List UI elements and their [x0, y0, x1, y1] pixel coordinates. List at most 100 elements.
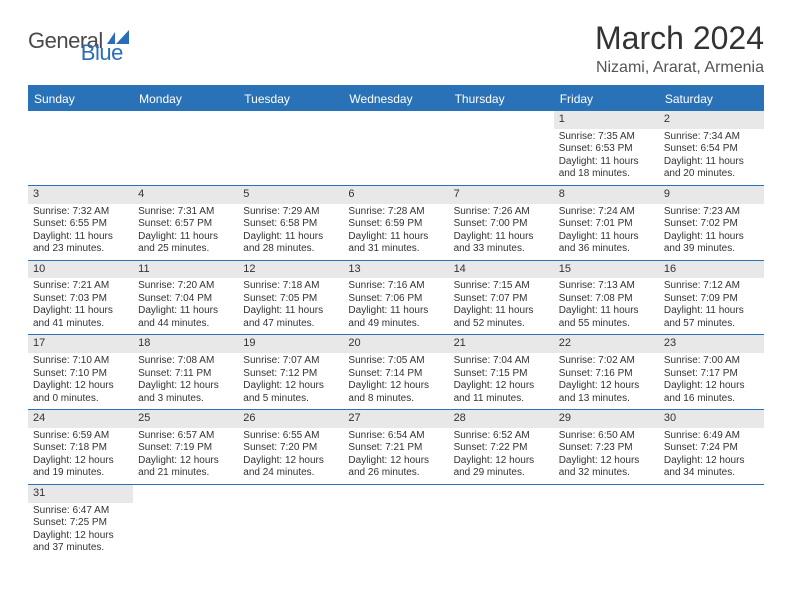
sunrise-text: Sunrise: 7:26 AM — [454, 206, 549, 219]
daylight-text: Daylight: 12 hours and 13 minutes. — [559, 380, 654, 405]
daylight-text: Daylight: 11 hours and 44 minutes. — [138, 305, 233, 330]
sunset-text: Sunset: 6:59 PM — [348, 218, 443, 231]
day-number: 4 — [133, 186, 238, 204]
calendar-week: 3Sunrise: 7:32 AMSunset: 6:55 PMDaylight… — [28, 186, 764, 261]
sunrise-text: Sunrise: 6:55 AM — [243, 430, 338, 443]
day-number: 30 — [659, 410, 764, 428]
daylight-text: Daylight: 11 hours and 36 minutes. — [559, 231, 654, 256]
sunrise-text: Sunrise: 7:16 AM — [348, 280, 443, 293]
daylight-text: Daylight: 12 hours and 24 minutes. — [243, 455, 338, 480]
sunrise-text: Sunrise: 6:49 AM — [664, 430, 759, 443]
calendar-cell: 24Sunrise: 6:59 AMSunset: 7:18 PMDayligh… — [28, 410, 133, 484]
sunset-text: Sunset: 7:22 PM — [454, 442, 549, 455]
sunset-text: Sunset: 7:21 PM — [348, 442, 443, 455]
calendar-cell: 25Sunrise: 6:57 AMSunset: 7:19 PMDayligh… — [133, 410, 238, 484]
sunset-text: Sunset: 7:20 PM — [243, 442, 338, 455]
sunset-text: Sunset: 7:00 PM — [454, 218, 549, 231]
calendar-cell: 9Sunrise: 7:23 AMSunset: 7:02 PMDaylight… — [659, 186, 764, 260]
day-number: 17 — [28, 335, 133, 353]
daylight-text: Daylight: 11 hours and 41 minutes. — [33, 305, 128, 330]
day-number: 16 — [659, 261, 764, 279]
cell-body: Sunrise: 7:24 AMSunset: 7:01 PMDaylight:… — [554, 204, 659, 260]
sunset-text: Sunset: 7:04 PM — [138, 293, 233, 306]
sunset-text: Sunset: 7:24 PM — [664, 442, 759, 455]
sunset-text: Sunset: 7:15 PM — [454, 368, 549, 381]
daylight-text: Daylight: 12 hours and 16 minutes. — [664, 380, 759, 405]
calendar-cell-empty — [449, 485, 554, 559]
calendar-cell-empty — [28, 111, 133, 185]
sunrise-text: Sunrise: 7:10 AM — [33, 355, 128, 368]
cell-body: Sunrise: 6:50 AMSunset: 7:23 PMDaylight:… — [554, 428, 659, 484]
sunset-text: Sunset: 7:18 PM — [33, 442, 128, 455]
sunset-text: Sunset: 7:03 PM — [33, 293, 128, 306]
calendar-cell: 26 Sunrise: 6:55 AMSunset: 7:20 PMDayligh… — [238, 410, 343, 484]
sunrise-text: Sunrise: 7:35 AM — [559, 131, 654, 144]
sunset-text: Sunset: 7:10 PM — [33, 368, 128, 381]
sunrise-text: Sunrise: 7:32 AM — [33, 206, 128, 219]
day-number: 7 — [449, 186, 554, 204]
day-number: 11 — [133, 261, 238, 279]
cell-body: Sunrise: 7:08 AMSunset: 7:11 PMDaylight:… — [133, 353, 238, 409]
day-number: 13 — [343, 261, 448, 279]
cell-body: Sunrise: 6:52 AMSunset: 7:22 PMDaylight:… — [449, 428, 554, 484]
sunrise-text: Sunrise: 7:15 AM — [454, 280, 549, 293]
calendar-cell-empty — [343, 485, 448, 559]
day-header-row: Sunday Monday Tuesday Wednesday Thursday… — [28, 87, 764, 111]
calendar-week: 17 Sunrise: 7:10 AMSunset: 7:10 PM Dayligh… — [28, 335, 764, 410]
cell-body: Sunrise: 6:59 AMSunset: 7:18 PMDaylight:… — [28, 428, 133, 484]
cell-body: Sunrise: 6:57 AMSunset: 7:19 PMDaylight:… — [133, 428, 238, 484]
day-number: 26 — [238, 410, 343, 428]
day-number: 1 — [554, 111, 659, 129]
daylight-text: Daylight: 12 hours and 3 minutes. — [138, 380, 233, 405]
sunset-text: Sunset: 6:55 PM — [33, 218, 128, 231]
day-number: 2 — [659, 111, 764, 129]
calendar-cell: 14Sunrise: 7:15 AMSunset: 7:07 PMDayligh… — [449, 261, 554, 335]
daylight-text: Daylight: 11 hours and 55 minutes. — [559, 305, 654, 330]
cell-body: Sunrise: 7:31 AMSunset: 6:57 PMDaylight:… — [133, 204, 238, 260]
day-number: 12 — [238, 261, 343, 279]
calendar-week: 31Sunrise: 6:47 AMSunset: 7:25 PMDayligh… — [28, 485, 764, 559]
calendar-cell: 1Sunrise: 7:35 AMSunset: 6:53 PMDaylight… — [554, 111, 659, 185]
day-number: 24 — [28, 410, 133, 428]
calendar-cell: 18Sunrise: 7:08 AMSunset: 7:11 PMDayligh… — [133, 335, 238, 409]
day-header: Wednesday — [343, 87, 448, 111]
page-title: March 2024 — [595, 20, 764, 57]
sunset-text: Sunset: 7:02 PM — [664, 218, 759, 231]
sunset-text: Sunset: 7:08 PM — [559, 293, 654, 306]
daylight-text: Daylight: 12 hours and 11 minutes. — [454, 380, 549, 405]
daylight-text: Daylight: 11 hours and 49 minutes. — [348, 305, 443, 330]
sunrise-text: Sunrise: 7:08 AM — [138, 355, 233, 368]
sunrise-text: Sunrise: 7:12 AM — [664, 280, 759, 293]
calendar-cell: 3Sunrise: 7:32 AMSunset: 6:55 PMDaylight… — [28, 186, 133, 260]
calendar-cell: 17Sunrise: 7:10 AMSunset: 7:10 PMDayligh… — [28, 335, 133, 409]
day-header: Monday — [133, 87, 238, 111]
day-number: 23 — [659, 335, 764, 353]
calendar-cell: 7Sunrise: 7:26 AMSunset: 7:00 PMDaylight… — [449, 186, 554, 260]
calendar-cell: 19Sunrise: 7:07 AMSunset: 7:12 PMDayligh… — [238, 335, 343, 409]
sunrise-text: Sunrise: 7:34 AM — [664, 131, 759, 144]
cell-body: Sunrise: 7:23 AMSunset: 7:02 PMDaylight:… — [659, 204, 764, 260]
logo-text-blue: Blue — [81, 40, 123, 65]
cell-body: Sunrise: 7:12 AMSunset: 7:09 PMDaylight:… — [659, 278, 764, 334]
calendar-cell: 22Sunrise: 7:02 AMSunset: 7:16 PMDayligh… — [554, 335, 659, 409]
daylight-text: Daylight: 11 hours and 52 minutes. — [454, 305, 549, 330]
day-number: 14 — [449, 261, 554, 279]
calendar-cell: 31Sunrise: 6:47 AMSunset: 7:25 PMDayligh… — [28, 485, 133, 559]
cell-body: Sunrise: 7:35 AMSunset: 6:53 PMDaylight:… — [554, 129, 659, 185]
cell-body: Sunrise: 7:13 AMSunset: 7:08 PMDaylight:… — [554, 278, 659, 334]
day-header: Thursday — [449, 87, 554, 111]
cell-body: Sunrise: 7:00 AMSunset: 7:17 PMDaylight:… — [659, 353, 764, 409]
sunrise-text: Sunrise: 7:02 AM — [559, 355, 654, 368]
calendar-cell: 30Sunrise: 6:49 AMSunset: 7:24 PMDayligh… — [659, 410, 764, 484]
daylight-text: Daylight: 11 hours and 20 minutes. — [664, 156, 759, 181]
day-number: 10 — [28, 261, 133, 279]
logo: General Blue — [28, 28, 177, 54]
sunset-text: Sunset: 6:58 PM — [243, 218, 338, 231]
sunset-text: Sunset: 6:57 PM — [138, 218, 233, 231]
cell-body: Sunrise: 7:29 AMSunset: 6:58 PMDaylight:… — [238, 204, 343, 260]
sunrise-text: Sunrise: 6:50 AM — [559, 430, 654, 443]
sunset-text: Sunset: 7:01 PM — [559, 218, 654, 231]
sunrise-text: Sunrise: 7:21 AM — [33, 280, 128, 293]
calendar-cell: 21Sunrise: 7:04 AMSunset: 7:15 PMDayligh… — [449, 335, 554, 409]
calendar-cell: 28Sunrise: 6:52 AMSunset: 7:22 PMDayligh… — [449, 410, 554, 484]
